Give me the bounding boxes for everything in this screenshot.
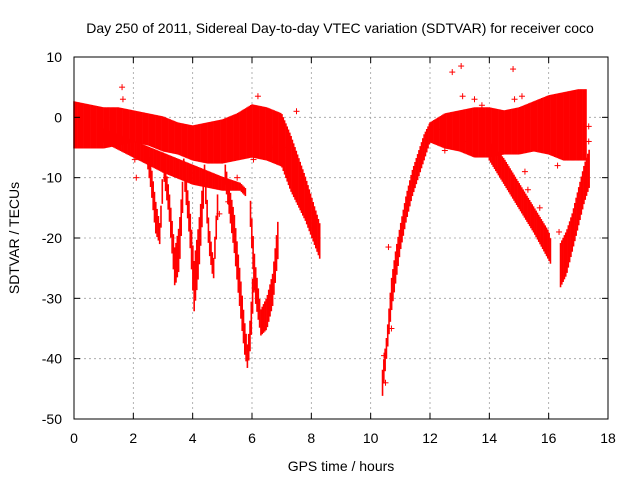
x-tick-label: 0 [70,430,78,446]
x-tick-label: 12 [422,430,438,446]
outlier-points [119,63,592,386]
data-series [162,152,184,286]
data-series [182,158,205,312]
ticks: 0 2 4 6 8 10 12 14 16 18 -50 -40 -30 -20 -10 0 10 [42,49,616,446]
x-tick-label: 10 [363,430,379,446]
data-layer [73,63,592,396]
x-tick-label: 8 [307,430,315,446]
data-series [488,140,552,264]
data-series [559,149,590,288]
data-series [73,101,321,259]
data-series [203,164,219,279]
x-tick-label: 4 [189,430,197,446]
x-tick-label: 6 [248,430,256,446]
y-tick-label: 0 [54,109,62,125]
data-series [429,89,587,161]
x-axis-label: GPS time / hours [288,458,395,474]
x-tick-label: 16 [541,430,557,446]
y-tick-label: 10 [46,49,62,65]
chart-title: Day 250 of 2011, Sidereal Day-to-day VTE… [86,20,594,36]
y-tick-label: -40 [42,351,62,367]
data-series [145,146,164,245]
data-series [381,123,431,396]
x-tick-label: 2 [129,430,137,446]
y-axis-label: SDTVAR / TECUs [6,182,22,294]
y-tick-label: -30 [42,290,62,306]
data-series [224,164,255,368]
y-tick-label: -10 [42,170,62,186]
x-tick-label: 14 [482,430,498,446]
data-series [249,200,279,336]
y-tick-label: -20 [42,230,62,246]
y-tick-label: -50 [42,411,62,427]
x-tick-label: 18 [600,430,616,446]
